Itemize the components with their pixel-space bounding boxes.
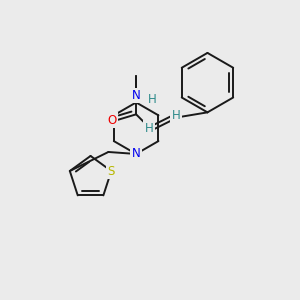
Text: H: H — [171, 109, 180, 122]
Text: O: O — [108, 114, 117, 127]
Text: N: N — [132, 148, 140, 160]
Text: H: H — [148, 93, 156, 106]
Text: N: N — [132, 89, 140, 102]
Text: S: S — [108, 164, 115, 178]
Text: H: H — [145, 122, 153, 135]
